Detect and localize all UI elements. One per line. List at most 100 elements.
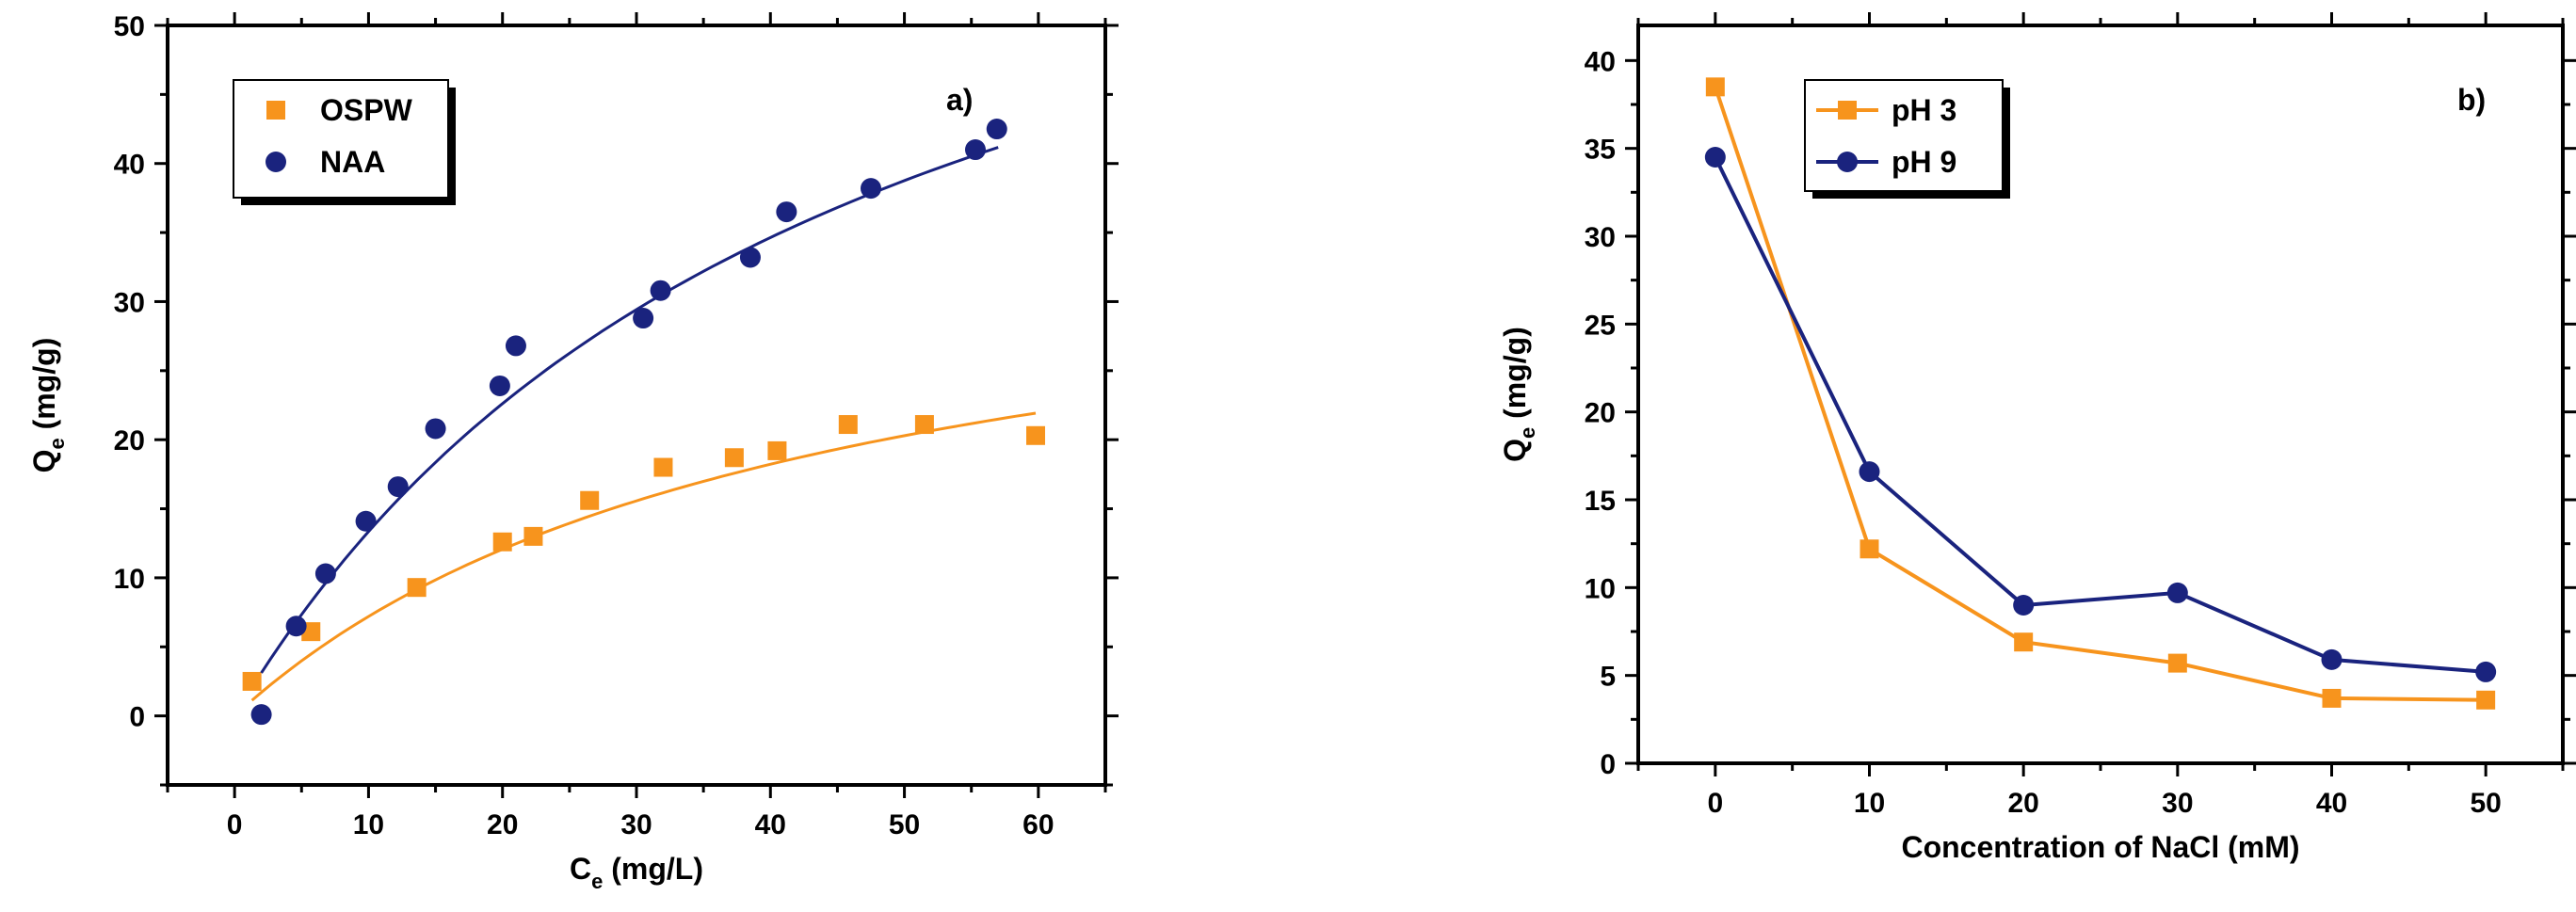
y-axis-title-subscript: e [1516, 427, 1539, 439]
y-axis-title-unit: (mg/g) [1498, 327, 1532, 427]
x-tick-label: 20 [2007, 788, 2038, 819]
panel-label: b) [2457, 83, 2486, 117]
x-axis-title-main: C [570, 852, 591, 886]
y-axis-title-main: Q [1498, 439, 1532, 462]
series-line [1714, 156, 2487, 674]
legend-box [233, 79, 449, 199]
data-point [1026, 425, 1046, 445]
legend-marker [266, 152, 286, 172]
y-tick-label: 0 [1600, 749, 1616, 780]
y-tick-label: 20 [1585, 398, 1616, 429]
data-point [2475, 661, 2497, 682]
data-point [492, 532, 512, 552]
data-point [653, 457, 673, 477]
y-tick-label: 50 [114, 11, 145, 42]
data-point [767, 440, 787, 460]
y-tick-label: 10 [1585, 573, 1616, 604]
data-point [2167, 653, 2187, 673]
legend-marker [1837, 152, 1858, 172]
data-point [650, 280, 671, 301]
y-axis-title: Qe (mg/g) [1498, 327, 1539, 462]
legend-label: pH 3 [1892, 93, 1956, 127]
data-point [914, 415, 934, 435]
series-line [1713, 86, 2487, 702]
series-ospw [242, 411, 1046, 702]
data-point [861, 178, 881, 200]
x-axis-title-subscript: e [591, 870, 603, 893]
data-point [2013, 595, 2035, 616]
y-axis-title-main: Q [27, 450, 61, 473]
x-tick-label: 10 [1854, 788, 1885, 819]
data-point [425, 418, 446, 440]
x-axis-title-unit: (mg/L) [603, 852, 703, 886]
legend-box [1804, 79, 2004, 192]
legend-label: pH 9 [1892, 145, 1956, 179]
x-tick-label: 0 [1707, 788, 1723, 819]
y-tick-label: 40 [1585, 46, 1616, 77]
data-point [1860, 539, 1879, 559]
y-tick-label: 25 [1585, 310, 1616, 341]
data-point [2166, 582, 2188, 603]
data-point [387, 476, 409, 498]
y-tick-label: 5 [1600, 662, 1616, 693]
x-tick-label: 40 [755, 809, 786, 840]
y-tick-label: 35 [1585, 135, 1616, 166]
legend-marker [1838, 101, 1857, 120]
data-point [964, 139, 986, 161]
y-tick-label: 10 [114, 564, 145, 595]
x-tick-label: 50 [2470, 788, 2501, 819]
y-tick-label: 40 [114, 150, 145, 181]
data-point [2322, 688, 2342, 708]
y-tick-label: 0 [129, 702, 145, 733]
data-point [838, 415, 858, 435]
y-tick-label: 20 [114, 425, 145, 456]
x-tick-label: 60 [1022, 809, 1054, 840]
y-axis-title-unit: (mg/g) [27, 338, 61, 439]
data-point [739, 247, 761, 268]
y-axis-title-subscript: e [45, 438, 69, 449]
x-axis-title: Concentration of NaCl (mM) [1901, 830, 2299, 864]
y-tick-label: 30 [1585, 222, 1616, 253]
data-point [242, 671, 262, 691]
series-ph-3 [1705, 77, 2496, 710]
fit-curve [260, 146, 999, 674]
x-tick-label: 30 [620, 809, 652, 840]
fit-curve [250, 411, 1037, 702]
data-point [580, 490, 600, 510]
x-axis-title: Ce (mg/L) [570, 852, 703, 893]
data-point [986, 119, 1007, 140]
data-point [724, 448, 744, 468]
x-tick-label: 10 [353, 809, 384, 840]
data-point [285, 616, 307, 637]
chart-panel-b: 0 10 20 30 40 50 0 5 10 15 20 25 30 35 40 Concentration… [1498, 12, 2576, 864]
series-naa [250, 119, 1007, 726]
data-point [407, 578, 427, 598]
legend: OSPW NAA [233, 79, 456, 205]
data-point [2014, 632, 2034, 652]
y-tick-label: 15 [1585, 486, 1616, 517]
legend-marker [266, 101, 285, 120]
legend-label: NAA [320, 145, 385, 179]
data-point [355, 510, 377, 532]
data-point [250, 704, 272, 726]
legend: pH 3 pH 9 [1804, 79, 2010, 199]
data-point [776, 201, 797, 223]
x-tick-label: 20 [487, 809, 518, 840]
data-point [489, 375, 510, 396]
data-point [2476, 690, 2496, 710]
data-point [505, 335, 526, 357]
y-axis-title: Qe (mg/g) [27, 338, 69, 473]
panel-label: a) [946, 83, 973, 117]
legend-label: OSPW [320, 93, 413, 127]
chart-panel-a: 0 10 20 30 40 50 60 0 10 20 30 40 50 Ce (mg/L) Qe (mg/… [27, 11, 1119, 893]
x-tick-label: 40 [2316, 788, 2347, 819]
data-point [1859, 461, 1880, 483]
x-axis-title-main: Concentration of NaCl (mM) [1901, 830, 2299, 864]
data-point [523, 526, 543, 546]
x-tick-label: 0 [227, 809, 243, 840]
y-tick-label: 30 [114, 287, 145, 318]
x-tick-label: 50 [889, 809, 920, 840]
data-point [314, 563, 336, 584]
data-point [2321, 648, 2343, 670]
